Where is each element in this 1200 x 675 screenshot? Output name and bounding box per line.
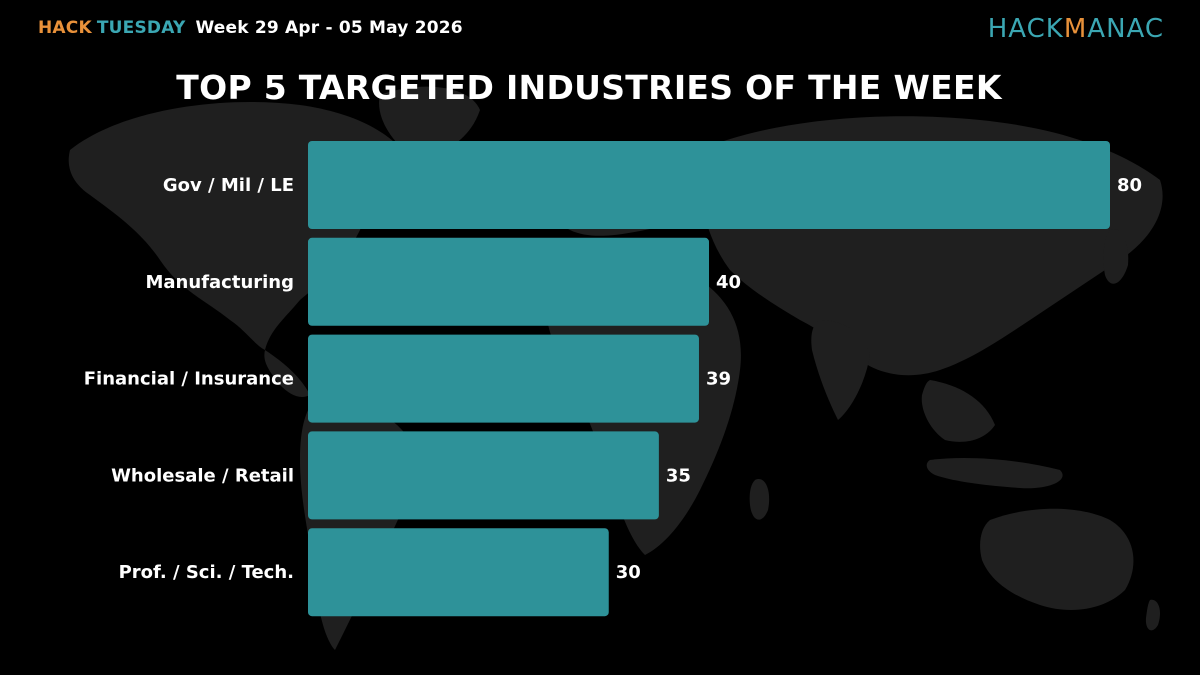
- india-shape: [811, 320, 870, 420]
- category-label-5: Prof. / Sci. / Tech.: [119, 562, 294, 583]
- value-label-4: 35: [666, 465, 691, 486]
- australia-shape: [980, 508, 1134, 610]
- southeast-asia-shape: [921, 380, 995, 442]
- category-label-3: Financial / Insurance: [84, 369, 294, 390]
- madagascar-shape: [749, 479, 770, 520]
- category-label-1: Gov / Mil / LE: [163, 175, 294, 196]
- bar-5: [308, 528, 609, 617]
- week-label: Week 29 Apr - 05 May 2026: [195, 18, 463, 38]
- brand-hack: HACK: [38, 18, 92, 38]
- japan-shape: [1103, 229, 1129, 284]
- new-zealand-shape: [1145, 599, 1161, 631]
- category-label-4: Wholesale / Retail: [111, 465, 294, 486]
- central-america-shape: [264, 350, 310, 397]
- brand-tuesday: TUESDAY: [96, 18, 186, 38]
- category-label-2: Manufacturing: [146, 272, 295, 293]
- chart-title: TOP 5 TARGETED INDUSTRIES OF THE WEEK: [176, 68, 1002, 107]
- bar-4: [308, 431, 659, 520]
- indonesia-shape: [926, 458, 1063, 489]
- logo-part-m: M: [1063, 14, 1088, 44]
- bar-1: [308, 141, 1110, 229]
- value-label-3: 39: [706, 369, 731, 390]
- header: HACK TUESDAY Week 29 Apr - 05 May 2026: [38, 18, 463, 38]
- bar-2: [308, 237, 709, 326]
- hackmanac-logo: HACKMANAC: [988, 14, 1164, 44]
- logo-part-anac: ANAC: [1087, 14, 1164, 44]
- value-label-1: 80: [1117, 175, 1142, 196]
- value-label-2: 40: [716, 272, 741, 293]
- bar-3: [308, 334, 699, 423]
- logo-part-hack: HACK: [987, 14, 1064, 44]
- greenland-shape: [379, 86, 480, 156]
- value-label-5: 30: [616, 562, 641, 583]
